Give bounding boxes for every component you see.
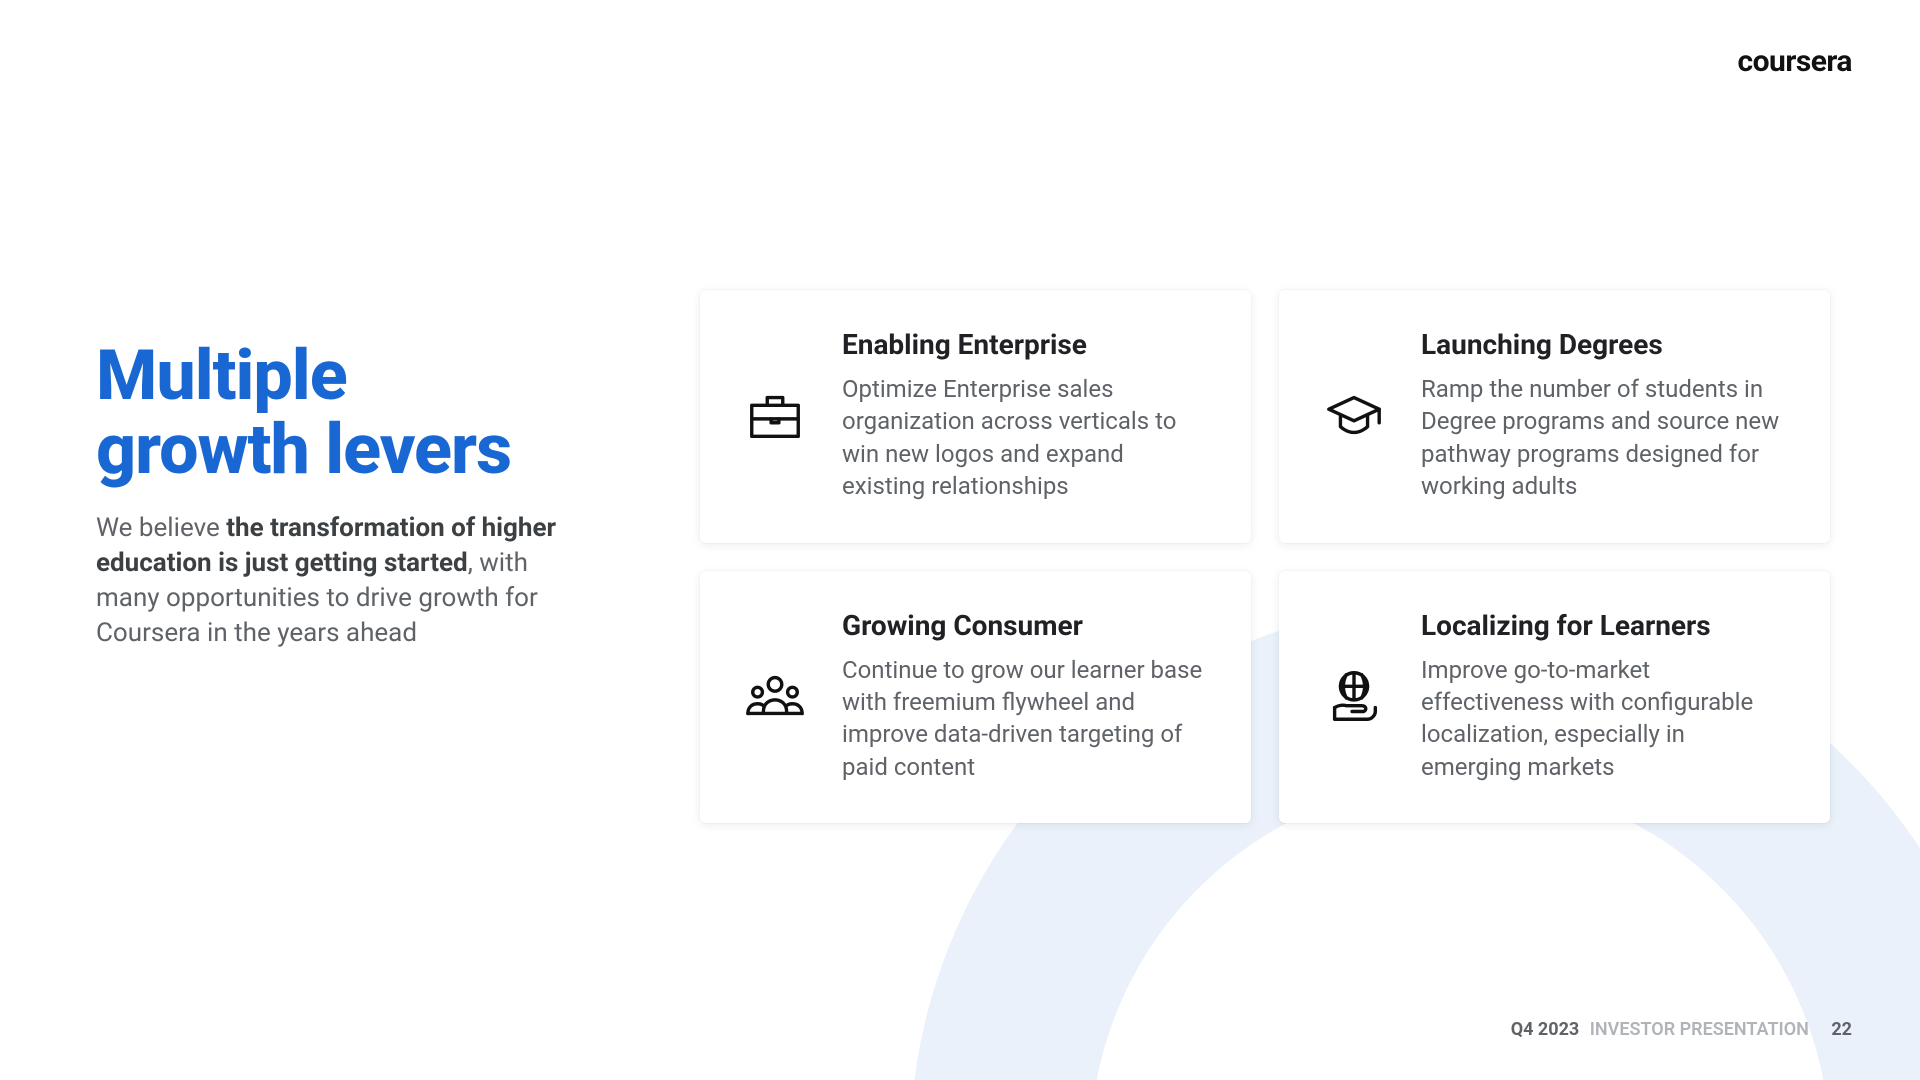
card-title: Localizing for Learners bbox=[1421, 609, 1790, 642]
graduation-cap-icon bbox=[1319, 380, 1389, 450]
slide-title: Multiple growth levers bbox=[96, 340, 576, 487]
subtitle-pre: We believe bbox=[96, 513, 226, 543]
card-localizing-for-learners: Localizing for Learners Improve go-to-ma… bbox=[1279, 571, 1830, 824]
slide-footer: Q4 2023 INVESTOR PRESENTATION 22 bbox=[1511, 1019, 1852, 1040]
title-line-1: Multiple bbox=[96, 335, 347, 417]
slide-subtitle: We believe the transformation of higher … bbox=[96, 511, 576, 651]
title-line-2: growth levers bbox=[96, 409, 511, 491]
footer-label: Q4 2023 bbox=[1511, 1019, 1580, 1040]
card-desc: Optimize Enterprise sales organization a… bbox=[842, 373, 1211, 503]
card-body: Localizing for Learners Improve go-to-ma… bbox=[1421, 609, 1790, 784]
card-desc: Ramp the number of students in Degree pr… bbox=[1421, 373, 1790, 503]
card-desc: Continue to grow our learner base with f… bbox=[842, 654, 1211, 784]
slide: coursera Multiple growth levers We belie… bbox=[0, 0, 1920, 1080]
card-body: Launching Degrees Ramp the number of stu… bbox=[1421, 328, 1790, 503]
card-desc: Improve go-to-market effectiveness with … bbox=[1421, 654, 1790, 784]
card-growing-consumer: Growing Consumer Continue to grow our le… bbox=[700, 571, 1251, 824]
card-body: Growing Consumer Continue to grow our le… bbox=[842, 609, 1211, 784]
footer-page: 22 bbox=[1831, 1019, 1852, 1040]
globe-hand-icon bbox=[1319, 661, 1389, 731]
briefcase-icon bbox=[740, 380, 810, 450]
card-title: Growing Consumer bbox=[842, 609, 1211, 642]
brand-logo: coursera bbox=[1737, 44, 1852, 79]
left-column: Multiple growth levers We believe the tr… bbox=[96, 340, 576, 651]
card-launching-degrees: Launching Degrees Ramp the number of stu… bbox=[1279, 290, 1830, 543]
people-icon bbox=[740, 661, 810, 731]
card-title: Enabling Enterprise bbox=[842, 328, 1211, 361]
footer-dim: INVESTOR PRESENTATION bbox=[1590, 1019, 1809, 1040]
card-title: Launching Degrees bbox=[1421, 328, 1790, 361]
card-body: Enabling Enterprise Optimize Enterprise … bbox=[842, 328, 1211, 503]
card-enabling-enterprise: Enabling Enterprise Optimize Enterprise … bbox=[700, 290, 1251, 543]
cards-grid: Enabling Enterprise Optimize Enterprise … bbox=[700, 290, 1830, 823]
